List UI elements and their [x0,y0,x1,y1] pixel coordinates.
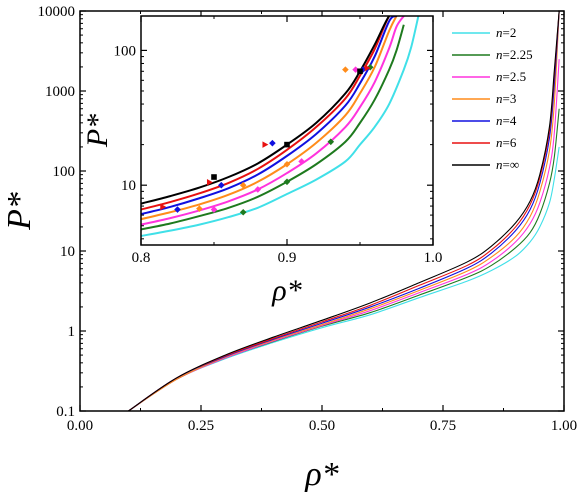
inset-marker-1-0 [210,206,218,213]
main-y-axis-title: P* [1,192,38,231]
inset-marker-1-1 [254,186,262,193]
inset-marker-1-3 [352,66,359,73]
main-y-tick-label-2: 10 [60,244,75,260]
main-x-tick-label-1: 0.25 [188,418,214,434]
inset-x-tick-label-0: 0.8 [132,250,151,266]
inset-series-line-3 [141,16,398,221]
inset-marker-2-1 [239,181,247,189]
main-x-axis-title: ρ* [304,456,338,493]
inset-marker-5-0 [211,174,217,180]
inset-marker-1-2 [298,158,305,165]
legend-label-6: n=∞ [496,157,519,172]
main-y-tick-label-4: 1000 [45,84,75,100]
inset-series-line-5 [141,16,397,211]
legend: n=2 n=2.25 n=2.5 n=3 n=4 n=6 n=∞ [452,25,533,172]
main-series-line-0 [128,146,560,411]
inset-x-tick-label-1: 0.9 [278,250,297,266]
main-series-line-5 [128,11,560,411]
main-x-tick-label-3: 0.75 [430,418,456,434]
legend-label-0: n=2 [496,25,516,40]
inset-y-axis-title: P* [81,114,114,148]
inset-marker-2-2 [283,160,291,168]
inset-y-tick-label-0: 10 [121,178,136,194]
legend-label-1: n=2.25 [496,47,533,62]
inset-plot: 0.8 0.9 1.0 10 100 ρ* P* [81,15,443,307]
inset-marker-2-3 [342,66,349,73]
main-x-tick-label-2: 0.50 [309,418,335,434]
inset-marker-4-2 [262,141,269,148]
inset-marker-0-2 [327,138,335,146]
inset-marker-5-2 [357,68,363,75]
inset-series-line-6 [141,16,397,205]
legend-label-4: n=4 [496,113,517,128]
main-series-lines [128,11,560,411]
main-series-line-6 [128,11,560,411]
inset-marker-5-1 [284,141,290,148]
main-y-tick-label-0: 0.1 [56,404,75,420]
main-x-ticks: 0.00 0.25 0.50 0.75 1.00 [67,11,577,434]
inset-x-axis-title: ρ* [271,274,301,307]
inset-series-line-4 [141,16,398,216]
legend-label-2: n=2.5 [496,69,526,84]
main-series-line-3 [128,11,560,411]
inset-marker-3-0 [174,206,181,213]
main-x-tick-label-0: 0.00 [67,418,93,434]
main-plot: 0.00 0.25 0.50 0.75 1.00 0.1 1 10 100 1000 10000 ρ*… [1,4,577,493]
main-y-tick-label-1: 1 [68,324,76,340]
inset-x-ticks: 0.8 0.9 1.0 [132,16,443,266]
inset-marker-3-1 [218,181,225,189]
inset-marker-4-0 [160,203,167,211]
main-y-tick-label-5: 10000 [38,4,76,20]
inset-x-tick-label-2: 1.0 [424,250,443,266]
inset-series-line-1 [141,24,405,231]
main-series-line-2 [128,59,560,411]
inset-marker-3-3 [359,66,367,73]
legend-label-3: n=3 [496,91,516,106]
main-y-tick-label-3: 100 [53,164,76,180]
inset-marker-0-0 [239,208,247,216]
main-y-ticks: 0.1 1 10 100 1000 10000 [38,4,564,420]
inset-markers [160,63,374,216]
inset-y-ticks: 10 100 [114,43,433,240]
inset-y-tick-label-1: 100 [114,43,137,59]
inset-marker-0-1 [283,178,291,186]
main-x-tick-label-4: 1.00 [551,418,577,434]
inset-marker-4-1 [206,179,213,186]
inset-marker-4-3 [364,64,371,72]
main-series-line-4 [128,11,560,411]
inset-series-line-0 [141,16,420,237]
legend-label-5: n=6 [496,135,517,150]
inset-marker-2-0 [196,205,203,212]
inset-marker-3-2 [269,139,276,147]
